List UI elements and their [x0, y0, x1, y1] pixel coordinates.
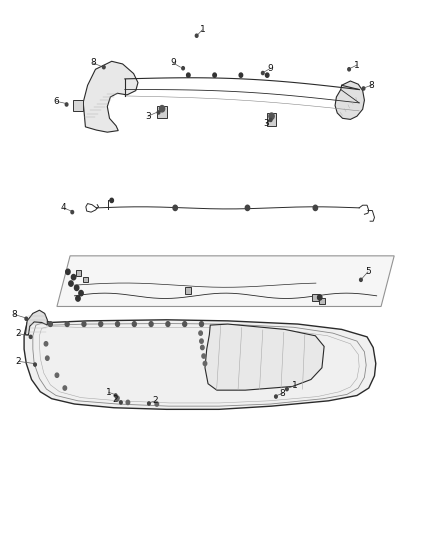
- Text: 6: 6: [53, 97, 59, 106]
- Text: 3: 3: [145, 112, 151, 120]
- Bar: [83, 277, 88, 282]
- Circle shape: [313, 205, 318, 211]
- Circle shape: [114, 394, 117, 397]
- Text: 1: 1: [354, 61, 360, 69]
- Circle shape: [71, 274, 76, 280]
- Circle shape: [200, 339, 203, 343]
- Circle shape: [362, 87, 365, 90]
- Bar: [73, 100, 83, 111]
- Circle shape: [110, 198, 113, 203]
- Circle shape: [148, 402, 150, 405]
- Circle shape: [65, 321, 69, 326]
- Circle shape: [120, 401, 122, 404]
- Circle shape: [360, 278, 362, 281]
- Circle shape: [76, 296, 80, 301]
- Circle shape: [200, 321, 203, 326]
- Circle shape: [348, 68, 350, 71]
- Circle shape: [199, 331, 202, 335]
- Bar: [76, 270, 81, 276]
- Circle shape: [173, 205, 177, 211]
- Text: 9: 9: [268, 64, 274, 72]
- Circle shape: [182, 67, 184, 70]
- Circle shape: [44, 342, 48, 346]
- Circle shape: [55, 373, 59, 377]
- Circle shape: [74, 285, 79, 290]
- Circle shape: [69, 281, 73, 286]
- Text: 1: 1: [291, 382, 297, 390]
- Circle shape: [269, 118, 272, 122]
- Circle shape: [116, 321, 120, 326]
- Circle shape: [25, 317, 28, 320]
- Circle shape: [46, 356, 49, 360]
- Text: 8: 8: [279, 389, 286, 398]
- Text: 2: 2: [16, 357, 21, 366]
- Circle shape: [183, 321, 187, 326]
- Circle shape: [318, 295, 322, 300]
- Circle shape: [187, 73, 190, 77]
- Circle shape: [71, 211, 74, 214]
- Polygon shape: [205, 324, 324, 390]
- Polygon shape: [335, 81, 364, 119]
- Text: 5: 5: [365, 268, 371, 276]
- Text: 2: 2: [16, 329, 21, 338]
- Text: 4: 4: [61, 204, 66, 212]
- Circle shape: [203, 361, 207, 366]
- Polygon shape: [24, 317, 376, 409]
- Circle shape: [82, 321, 86, 326]
- Text: 8: 8: [11, 310, 18, 319]
- Circle shape: [79, 290, 83, 296]
- Circle shape: [245, 205, 250, 211]
- Circle shape: [66, 269, 70, 274]
- Text: 1: 1: [199, 26, 205, 34]
- Text: 2: 2: [153, 397, 158, 405]
- Polygon shape: [57, 256, 394, 306]
- Circle shape: [102, 66, 105, 69]
- Text: 9: 9: [170, 59, 176, 67]
- Circle shape: [261, 71, 264, 75]
- Polygon shape: [25, 310, 47, 335]
- Bar: [157, 106, 167, 118]
- Circle shape: [166, 321, 170, 326]
- Circle shape: [202, 354, 205, 358]
- Circle shape: [29, 335, 32, 338]
- Text: 2: 2: [112, 395, 117, 404]
- Circle shape: [34, 363, 36, 366]
- Circle shape: [99, 321, 103, 326]
- Bar: [185, 287, 191, 294]
- Circle shape: [195, 34, 198, 37]
- Circle shape: [155, 402, 159, 406]
- Text: 3: 3: [263, 119, 269, 128]
- Circle shape: [149, 321, 153, 326]
- Circle shape: [275, 395, 277, 398]
- Bar: [267, 113, 276, 126]
- Circle shape: [159, 106, 165, 112]
- Bar: [312, 294, 319, 301]
- Circle shape: [265, 73, 269, 77]
- Text: 8: 8: [368, 81, 374, 90]
- Circle shape: [269, 113, 274, 119]
- Circle shape: [63, 386, 67, 390]
- Circle shape: [116, 396, 119, 400]
- Text: 1: 1: [106, 388, 112, 397]
- Circle shape: [65, 103, 68, 106]
- Circle shape: [213, 73, 216, 77]
- Circle shape: [126, 400, 130, 405]
- Polygon shape: [83, 61, 138, 132]
- Circle shape: [286, 387, 288, 391]
- Circle shape: [132, 321, 136, 326]
- Circle shape: [157, 111, 160, 114]
- Text: 8: 8: [90, 59, 96, 67]
- Circle shape: [239, 73, 243, 77]
- Circle shape: [201, 345, 204, 350]
- Circle shape: [49, 321, 53, 326]
- Bar: [319, 298, 325, 304]
